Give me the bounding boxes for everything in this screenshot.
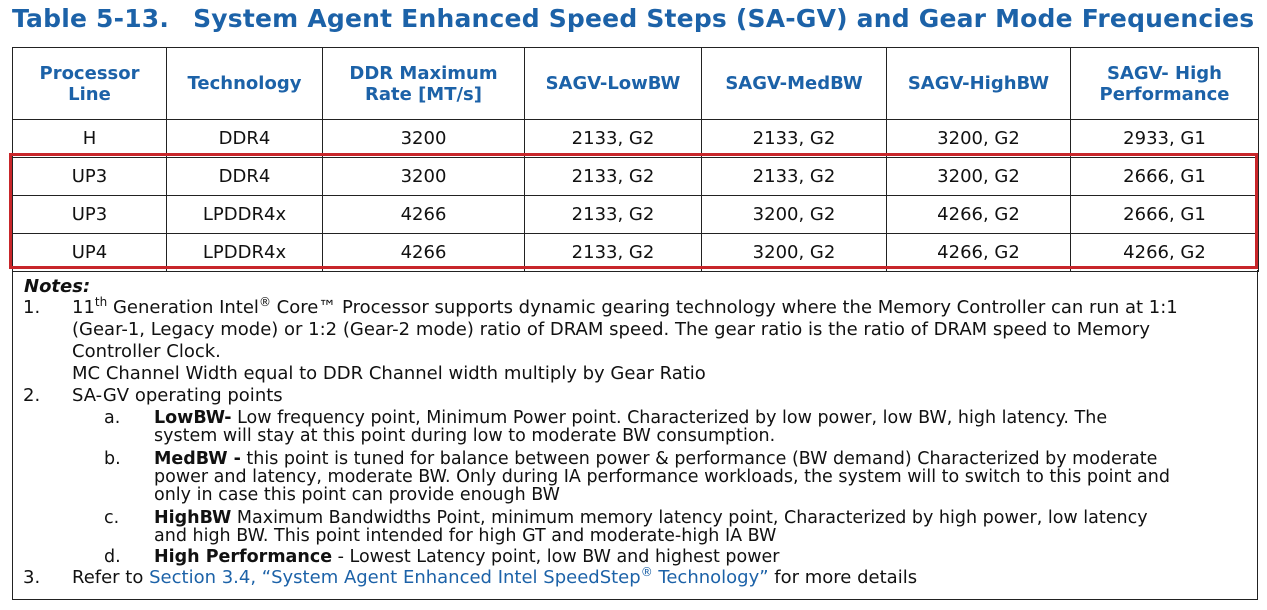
note-2c-letter: c.: [104, 508, 120, 528]
sagv-table: Processor Line Technology DDR Maximum Rate…: [12, 47, 1259, 272]
cell: LPDDR4x: [166, 195, 323, 234]
table-title-text: System Agent Enhanced Speed Steps (SA-GV…: [193, 4, 1255, 33]
table-row: UP4 LPDDR4x 4266 2133, G2 3200, G2 4266,…: [12, 233, 1259, 272]
note-3-number: 3.: [23, 567, 41, 588]
header-processor-line: Processor Line: [12, 47, 167, 120]
note-2c-line-2: and high BW. This point intended for hig…: [154, 526, 777, 546]
table-row: UP3 DDR4 3200 2133, G2 2133, G2 3200, G2…: [12, 157, 1259, 196]
note-1-line-3: Controller Clock.: [72, 341, 221, 362]
header-row: Processor Line Technology DDR Maximum Rate…: [12, 47, 1259, 120]
cell: UP4: [12, 233, 167, 272]
header-technology: Technology: [166, 47, 323, 120]
sagv-table-container: Processor Line Technology DDR Maximum Rate…: [12, 47, 1259, 272]
note-2d-letter: d.: [104, 547, 121, 567]
note-2-number: 2.: [23, 385, 41, 406]
cell: 4266, G2: [1070, 233, 1259, 272]
note-2b-letter: b.: [104, 449, 121, 469]
cell: 3200, G2: [886, 157, 1071, 196]
cell: 3200: [322, 119, 525, 158]
cell: 4266, G2: [886, 195, 1071, 234]
cell: 2133, G2: [524, 119, 702, 158]
note-2a-line-1: LowBW- Low frequency point, Minimum Powe…: [154, 408, 1108, 428]
cell: DDR4: [166, 157, 323, 196]
note-2a-letter: a.: [104, 408, 121, 428]
header-sagv-high-performance: SAGV- High Performance: [1070, 47, 1259, 120]
cell: 4266: [322, 233, 525, 272]
note-2d-line-1: High Performance - Lowest Latency point,…: [154, 547, 780, 567]
note-1-line-1: 11th Generation Intel® Core™ Processor s…: [72, 295, 1178, 318]
section-3-4-link[interactable]: Section 3.4, “System Agent Enhanced Inte…: [149, 565, 769, 588]
note-2b-line-3: only in case this point can provide enou…: [154, 485, 560, 505]
header-sagv-highbw: SAGV-HighBW: [886, 47, 1071, 120]
notes-title: Notes:: [24, 276, 91, 297]
cell: UP3: [12, 195, 167, 234]
header-ddr-max-rate: DDR Maximum Rate [MT/s]: [322, 47, 525, 120]
cell: DDR4: [166, 119, 323, 158]
cell: UP3: [12, 157, 167, 196]
note-2b-line-2: power and latency, moderate BW. Only dur…: [154, 467, 1170, 487]
cell: 4266, G2: [886, 233, 1071, 272]
cell: 2133, G2: [701, 119, 887, 158]
note-2c-line-1: HighBW Maximum Bandwidths Point, minimum…: [154, 508, 1148, 528]
note-2-text: SA-GV operating points: [72, 385, 283, 406]
cell: H: [12, 119, 167, 158]
cell: 3200: [322, 157, 525, 196]
table-title: Table 5-13. System Agent Enhanced Speed S…: [12, 4, 1254, 33]
cell: 2933, G1: [1070, 119, 1259, 158]
table-row: H DDR4 3200 2133, G2 2133, G2 3200, G2 2…: [12, 119, 1259, 158]
cell: 2133, G2: [524, 195, 702, 234]
cell: 4266: [322, 195, 525, 234]
header-sagv-medbw: SAGV-MedBW: [701, 47, 887, 120]
cell: 2133, G2: [524, 233, 702, 272]
note-1-line-4: MC Channel Width equal to DDR Channel wi…: [72, 363, 706, 384]
cell: 2133, G2: [524, 157, 702, 196]
notes-section: Notes: 1. 11th Generation Intel® Core™ P…: [12, 270, 1258, 600]
note-2b-line-1: MedBW - this point is tuned for balance …: [154, 449, 1158, 469]
header-sagv-lowbw: SAGV-LowBW: [524, 47, 702, 120]
cell: 2666, G1: [1070, 157, 1259, 196]
note-1-line-2: (Gear-1, Legacy mode) or 1:2 (Gear-2 mod…: [72, 319, 1150, 340]
cell: LPDDR4x: [166, 233, 323, 272]
cell: 3200, G2: [701, 233, 887, 272]
cell: 3200, G2: [886, 119, 1071, 158]
note-2a-line-2: system will stay at this point during lo…: [154, 426, 776, 446]
note-1-number: 1.: [23, 297, 41, 318]
cell: 2133, G2: [701, 157, 887, 196]
cell: 3200, G2: [701, 195, 887, 234]
table-number: Table 5-13.: [12, 4, 170, 33]
note-3-text: Refer to Section 3.4, “System Agent Enha…: [72, 565, 918, 588]
table-row: UP3 LPDDR4x 4266 2133, G2 3200, G2 4266,…: [12, 195, 1259, 234]
cell: 2666, G1: [1070, 195, 1259, 234]
